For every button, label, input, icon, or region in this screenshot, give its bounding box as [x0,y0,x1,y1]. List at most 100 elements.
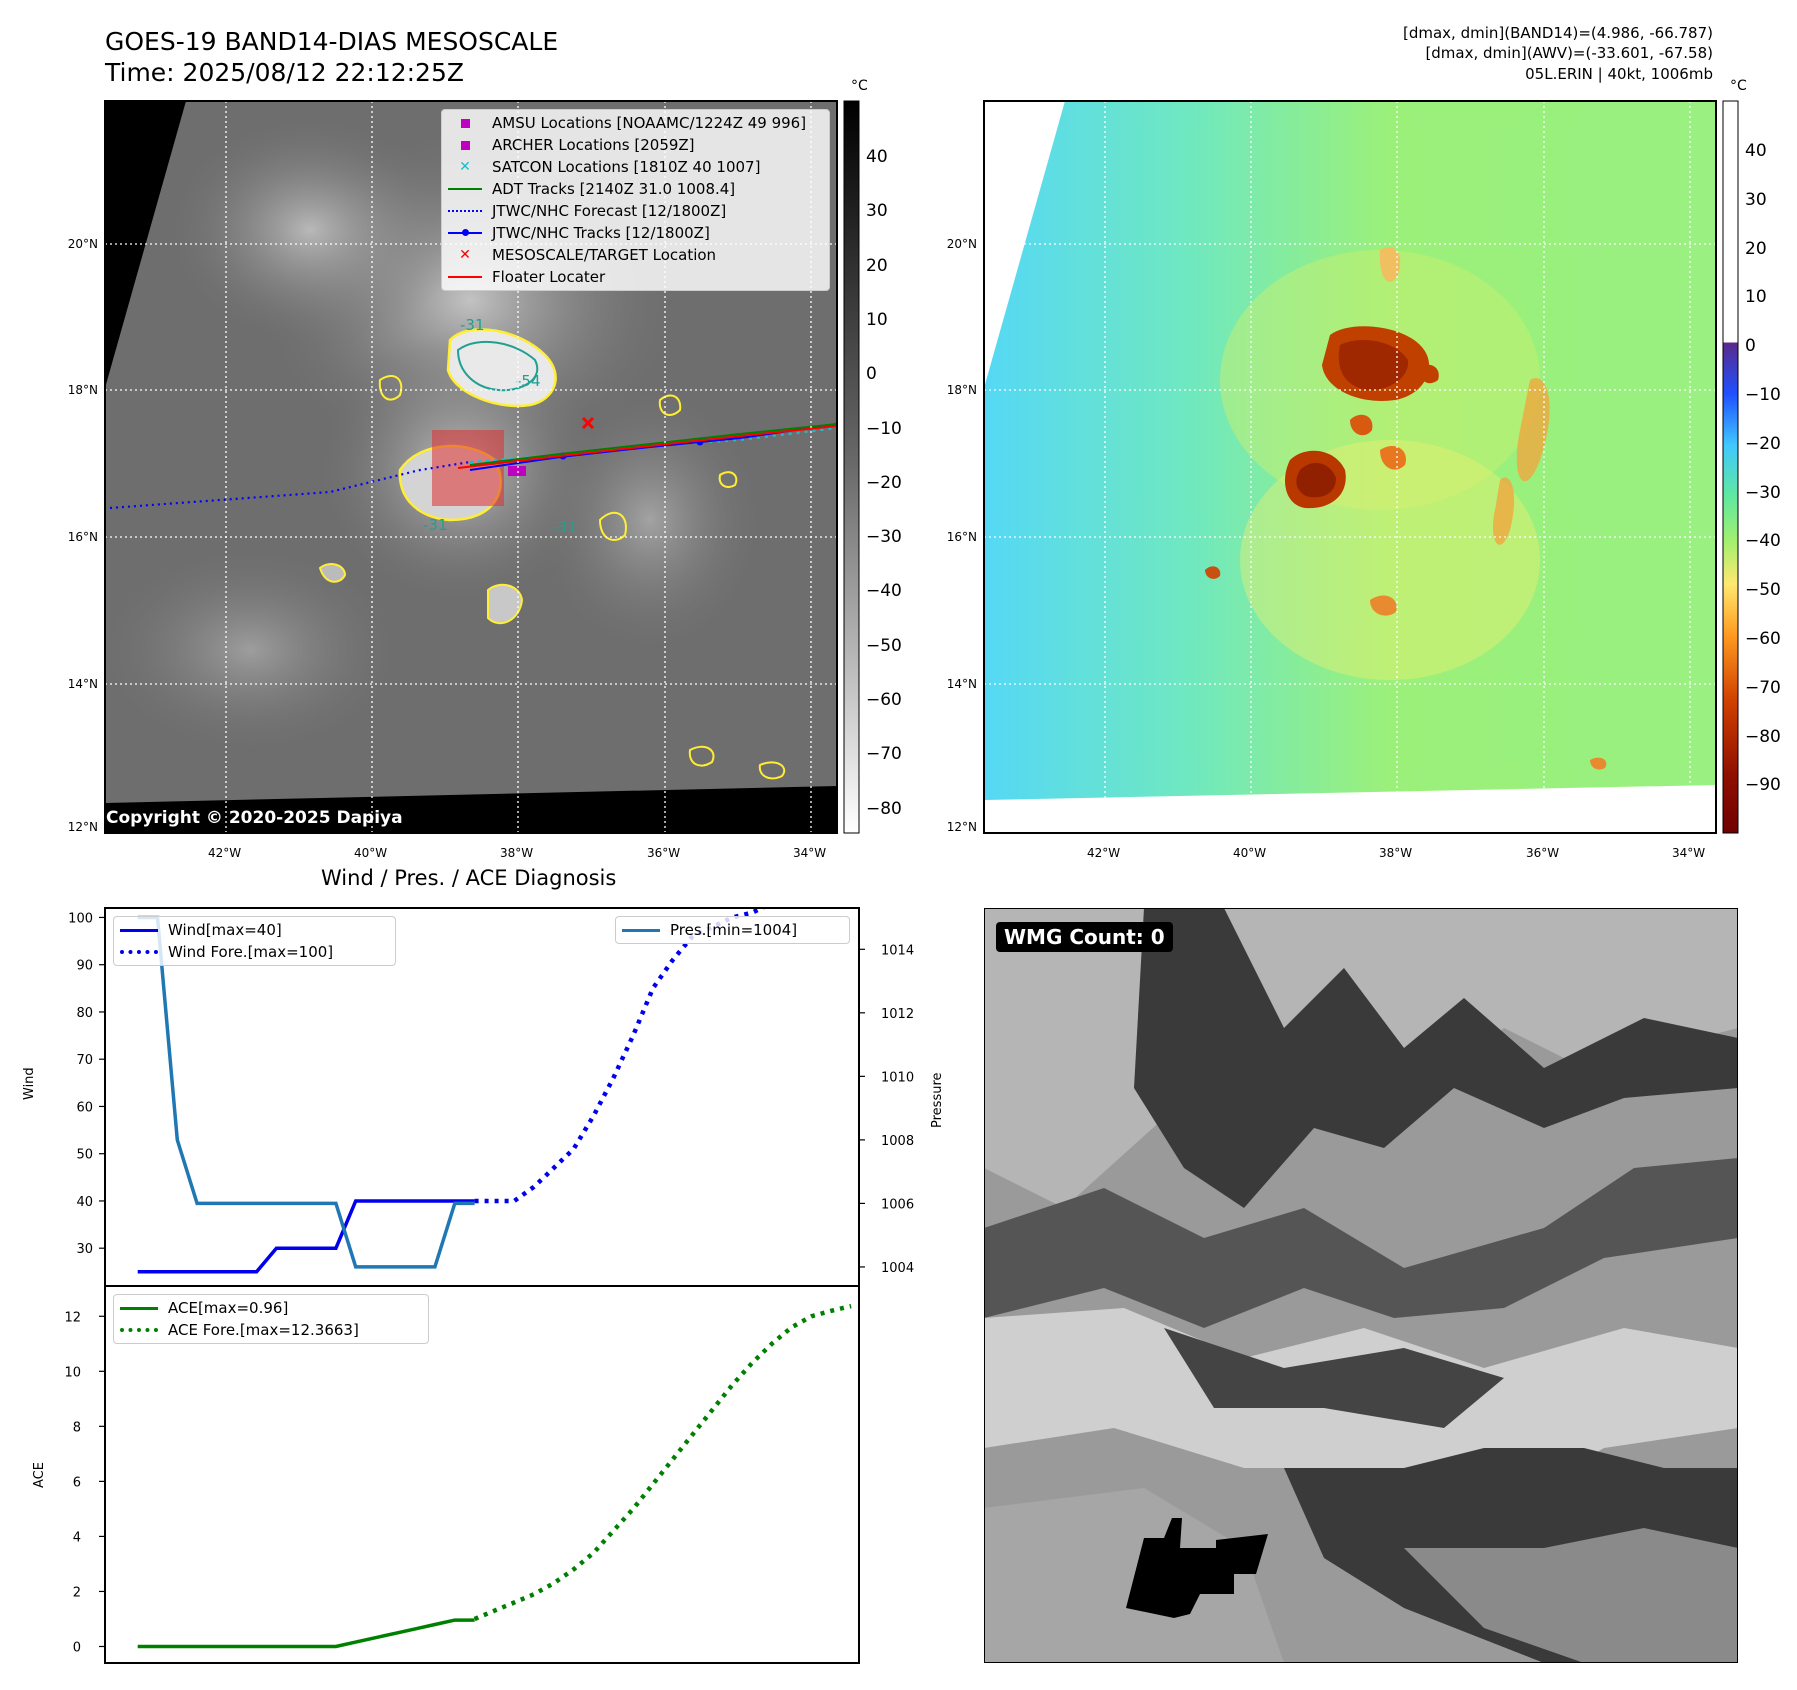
ace-legend: ACE[max=0.96] ACE Fore.[max=12.3663] [113,1294,429,1344]
legend-floater: Floater Locater [442,266,829,288]
pres-line [137,915,475,1269]
legend-ace-forecast: ACE Fore.[max=12.3663] [114,1319,428,1341]
dotted-line-icon [120,1328,158,1332]
contour-label: -31 [460,316,485,334]
map1-gridlines [105,101,837,833]
legend-label: Wind Fore.[max=100] [168,943,334,961]
pressure-tick-label: 1004 [881,1261,914,1276]
colorbar-tick-label: −30 [866,527,902,548]
colorbar-tick-label: −60 [866,690,902,710]
colorbar-tick-label: −20 [866,472,902,493]
ace-tick-label: 4 [73,1530,81,1545]
legend-archer: ARCHER Locations [2059Z] [442,134,829,156]
legend-label: Pres.[min=1004] [670,921,798,939]
lat-tick-label: 20°N [946,237,977,251]
pressure-tick-label: 1012 [881,1007,914,1022]
colorbar-tick-label: −40 [1745,531,1781,552]
colorbar-tick-label: 30 [1745,189,1767,210]
colorbar-tick-label: −50 [1745,580,1781,601]
colorbar-tick-label: 40 [1745,141,1767,161]
colorbar-tick-label: −70 [1745,677,1781,698]
colorbar-tick-label: 10 [1745,287,1767,308]
colorbar-tick-label: 30 [866,201,888,222]
legend-label: MESOSCALE/TARGET Location [492,246,717,264]
floater-locater-line [457,425,837,469]
ace-tick-label: 8 [73,1420,81,1435]
colorbar-tick-label: −80 [866,798,902,819]
colorbar-tick-label: −50 [866,635,902,656]
solid-line-icon [448,188,482,190]
colorbar-unit-right: °C [1730,78,1747,94]
legend-satcon: ✕ SATCON Locations [1810Z 40 1007] [442,156,829,178]
map-legend: AMSU Locations [NOAAMC/1224Z 49 996] ARC… [441,109,830,291]
colorbar-tick-label: −10 [866,418,902,439]
ace-tick-label: 10 [64,1365,81,1380]
ace-tick-label: 0 [73,1640,81,1655]
ace-tick-label: 12 [64,1310,81,1325]
legend-label: AMSU Locations [NOAAMC/1224Z 49 996] [492,114,807,132]
legend-amsu: AMSU Locations [NOAAMC/1224Z 49 996] [442,112,829,134]
colorbar-tick-label: −90 [1745,775,1781,796]
legend-label: JTWC/NHC Tracks [12/1800Z] [492,224,710,242]
colorbar-tick-label: 10 [866,309,888,330]
ace-tick-label: 2 [73,1585,81,1600]
wind-tick-label: 70 [76,1053,93,1068]
x-marker-icon: ✕ [459,247,471,263]
colorbar-tick-label: 0 [866,364,877,385]
lat-tick-label: 18°N [946,383,977,397]
legend-adt: ADT Tracks [2140Z 31.0 1008.4] [442,178,829,200]
lon-tick-label: 42°W [1087,846,1121,860]
legend-label: JTWC/NHC Forecast [12/1800Z] [492,202,727,220]
legend-jtwc-forecast: JTWC/NHC Forecast [12/1800Z] [442,200,829,222]
colorbar-tick-label: −20 [1745,433,1781,454]
legend-target: ✕ MESOSCALE/TARGET Location [442,244,829,266]
lon-tick-label: 42°W [208,846,242,860]
lon-tick-label: 36°W [1526,846,1560,860]
legend-wind: Wind[max=40] [114,919,395,941]
solid-line-icon [448,276,482,278]
awv-colorbar [1722,100,1739,834]
legend-label: SATCON Locations [1810Z 40 1007] [492,158,761,176]
solid-line-icon [120,1306,158,1310]
page-title-line1: GOES-19 BAND14-DIAS MESOSCALE [105,27,559,56]
pressure-axis-label: Pressure [930,1072,945,1128]
colorbar-tick-label: −70 [866,744,902,765]
header-band14-range: [dmax, dmin](BAND14)=(4.986, -66.787) [1402,24,1713,42]
map2-gridlines [984,101,1716,833]
lat-tick-label: 16°N [946,530,977,544]
wind-tick-label: 30 [76,1242,93,1257]
amsu-marker [508,466,518,476]
x-marker-icon: ✕ [459,159,471,175]
legend-ace: ACE[max=0.96] [114,1297,428,1319]
ace-fore-line [473,1303,852,1622]
lon-tick-label: 36°W [647,846,681,860]
legend-label: ACE Fore.[max=12.3663] [168,1321,359,1339]
colorbar-tick-label: −40 [866,581,902,602]
diagnosis-chart-title: Wind / Pres. / ACE Diagnosis [321,866,617,890]
lat-tick-label: 20°N [67,237,98,251]
contour-label: -31 [552,518,577,536]
legend-label: ADT Tracks [2140Z 31.0 1008.4] [492,180,736,198]
wind-tick-label: 50 [76,1148,93,1163]
pressure-tick-label: 1010 [881,1070,914,1085]
colorbar-tick-label: −80 [1745,726,1781,747]
pressure-tick-label: 1014 [881,943,914,958]
colorbar-tick-label: 0 [1745,336,1756,357]
page-title-line2: Time: 2025/08/12 22:12:25Z [105,58,464,87]
lat-tick-label: 14°N [946,677,977,691]
legend-wind-forecast: Wind Fore.[max=100] [114,941,395,963]
lon-tick-label: 38°W [1379,846,1413,860]
square-marker-icon [460,118,470,128]
wind-line [137,1199,475,1274]
lat-tick-label: 12°N [67,820,98,834]
header-storm-info: 05L.ERIN | 40kt, 1006mb [1525,65,1713,83]
colorbar-unit-left: °C [851,78,868,94]
target-marker [581,416,595,430]
band14-colorbar [843,100,860,834]
pressure-tick-label: 1006 [881,1197,914,1212]
dotted-line-icon [120,950,158,954]
lon-tick-label: 34°W [1672,846,1706,860]
wind-legend: Wind[max=40] Wind Fore.[max=100] [113,916,396,966]
lon-tick-label: 40°W [354,846,388,860]
lat-tick-label: 18°N [67,383,98,397]
